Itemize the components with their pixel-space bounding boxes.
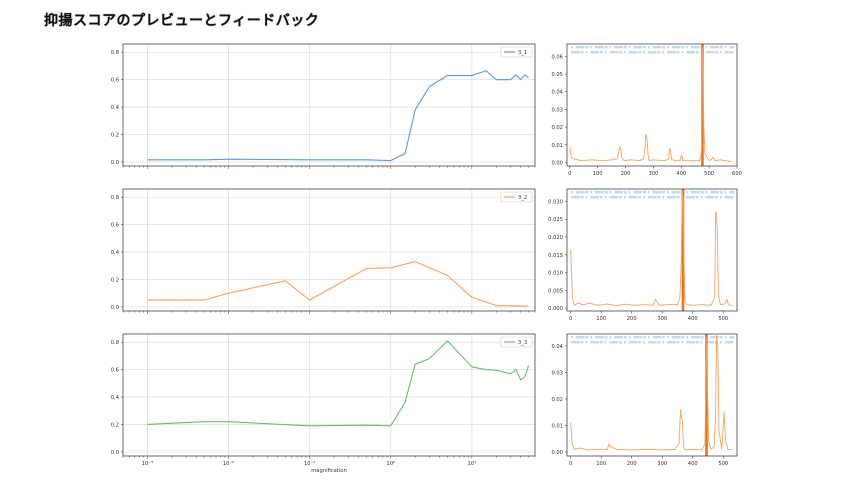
y-tick-label: 0.01 (551, 143, 563, 149)
legend-box (500, 191, 533, 203)
x-tick-label: 10⁰ (386, 461, 395, 467)
x-tick-label: 500 (718, 461, 728, 467)
annotation-strip (571, 46, 735, 54)
y-tick-label: 0.8 (111, 50, 119, 56)
x-tick-label: 100 (596, 461, 606, 467)
y-tick-label: 0.02 (551, 397, 563, 403)
x-tick-label: 600 (732, 171, 742, 177)
y-tick-label: 0.02 (551, 125, 563, 131)
x-tick-label: 500 (704, 171, 714, 177)
x-tick-label: 10⁻¹ (304, 461, 315, 467)
y-tick-label: 0.03 (551, 107, 563, 113)
plot-frame (566, 333, 738, 457)
y-tick-label: 0.4 (111, 250, 120, 256)
legend: 3_3 (500, 336, 533, 348)
y-tick-label: 0.04 (551, 344, 563, 350)
y-tick-label: 0.6 (111, 368, 119, 374)
legend-label: 3_1 (518, 50, 527, 56)
x-tick-label: 400 (688, 316, 698, 322)
chart-3-1-right: 0.00 0.01 0.02 0.03 0.04 0.05 0.06 0 100 200 300 40… (551, 43, 742, 177)
x-tick-label: 10⁻³ (142, 461, 153, 467)
y-tick-label: 0.04 (551, 90, 563, 96)
series-line (147, 340, 530, 427)
y-tick-label: 0.2 (111, 277, 119, 283)
plot-frame (566, 43, 738, 167)
x-tick-label: 200 (627, 316, 637, 322)
y-tick-label: 0.4 (111, 105, 120, 111)
series-line (570, 190, 733, 307)
y-tick-label: 0.4 (111, 395, 120, 401)
plot-frame (122, 188, 536, 312)
y-tick-label: 0.010 (548, 271, 563, 277)
y-tick-label: 0.8 (111, 195, 119, 201)
legend-box (500, 46, 533, 58)
x-tick-label: 300 (657, 461, 667, 467)
legend-label: 3_2 (518, 195, 527, 201)
x-tick-label: 0 (569, 316, 572, 322)
x-tick-label: 200 (627, 461, 637, 467)
series-line (570, 334, 733, 451)
annotation-strip (571, 336, 735, 344)
series-line (147, 70, 529, 162)
plot-frame (122, 43, 536, 167)
chart-3-1-left: 0.0 0.2 0.4 0.6 0.8 3_1 (111, 43, 536, 169)
y-tick-label: 0.6 (111, 223, 119, 229)
plot-frame (566, 188, 738, 312)
y-tick-label: 0.0 (111, 160, 119, 166)
x-tick-label: 200 (621, 171, 631, 177)
legend: 3_2 (500, 191, 533, 203)
y-tick-label: 0.00 (551, 450, 563, 456)
x-tick-label: 400 (676, 171, 686, 177)
x-tick-label: 500 (718, 316, 728, 322)
y-tick-label: 0.01 (551, 424, 563, 430)
y-tick-label: 0.030 (548, 199, 563, 205)
annotation-strip (571, 191, 735, 199)
x-tick-label: 300 (648, 171, 658, 177)
chart-3-3-right: 0.00 0.01 0.02 0.03 0.04 0 100 200 300 400 500 (551, 333, 738, 467)
plot-frame (122, 333, 536, 457)
x-tick-label: 400 (688, 461, 698, 467)
y-tick-label: 0.8 (111, 340, 119, 346)
legend: 3_1 (500, 46, 533, 58)
page-title: 抑揚スコアのプレビューとフィードバック (44, 13, 320, 29)
x-tick-label: 300 (657, 316, 667, 322)
y-tick-label: 0.015 (548, 253, 563, 259)
series-line (569, 47, 732, 163)
x-tick-label: 100 (593, 171, 603, 177)
y-tick-label: 0.2 (111, 422, 119, 428)
y-tick-label: 0.03 (551, 370, 563, 376)
y-tick-label: 0.005 (548, 288, 563, 294)
y-tick-label: 0.025 (548, 217, 563, 223)
chart-3-2-left: 0.0 0.2 0.4 0.6 0.8 3_2 (111, 188, 536, 314)
y-tick-label: 0.6 (111, 78, 119, 84)
x-tick-label: 100 (596, 316, 606, 322)
x-tick-label: 0 (568, 171, 571, 177)
y-tick-label: 0.0 (111, 305, 119, 311)
x-axis-label: magnification (311, 468, 347, 474)
y-tick-label: 0.020 (548, 235, 563, 241)
y-tick-label: 0.06 (551, 54, 563, 60)
chart-3-3-left: 0.0 0.2 0.4 0.6 0.8 10⁻³ 10⁻² 10⁻¹ 10⁰ 10¹ magnifi… (111, 333, 536, 474)
x-tick-label: 0 (569, 461, 572, 467)
y-tick-label: 0.0 (111, 450, 119, 456)
chart-3-2-right: 0.000 0.005 0.010 0.015 0.020 0.025 0.030 0 100 2… (548, 188, 738, 322)
y-tick-label: 0.000 (548, 306, 563, 312)
series-line (147, 261, 529, 307)
legend-label: 3_3 (518, 340, 527, 346)
y-tick-label: 0.2 (111, 132, 119, 138)
x-tick-label: 10¹ (468, 461, 477, 467)
y-tick-label: 0.05 (551, 72, 563, 78)
y-tick-label: 0.00 (551, 160, 563, 166)
legend-box (500, 336, 533, 348)
x-tick-label: 10⁻² (223, 461, 234, 467)
